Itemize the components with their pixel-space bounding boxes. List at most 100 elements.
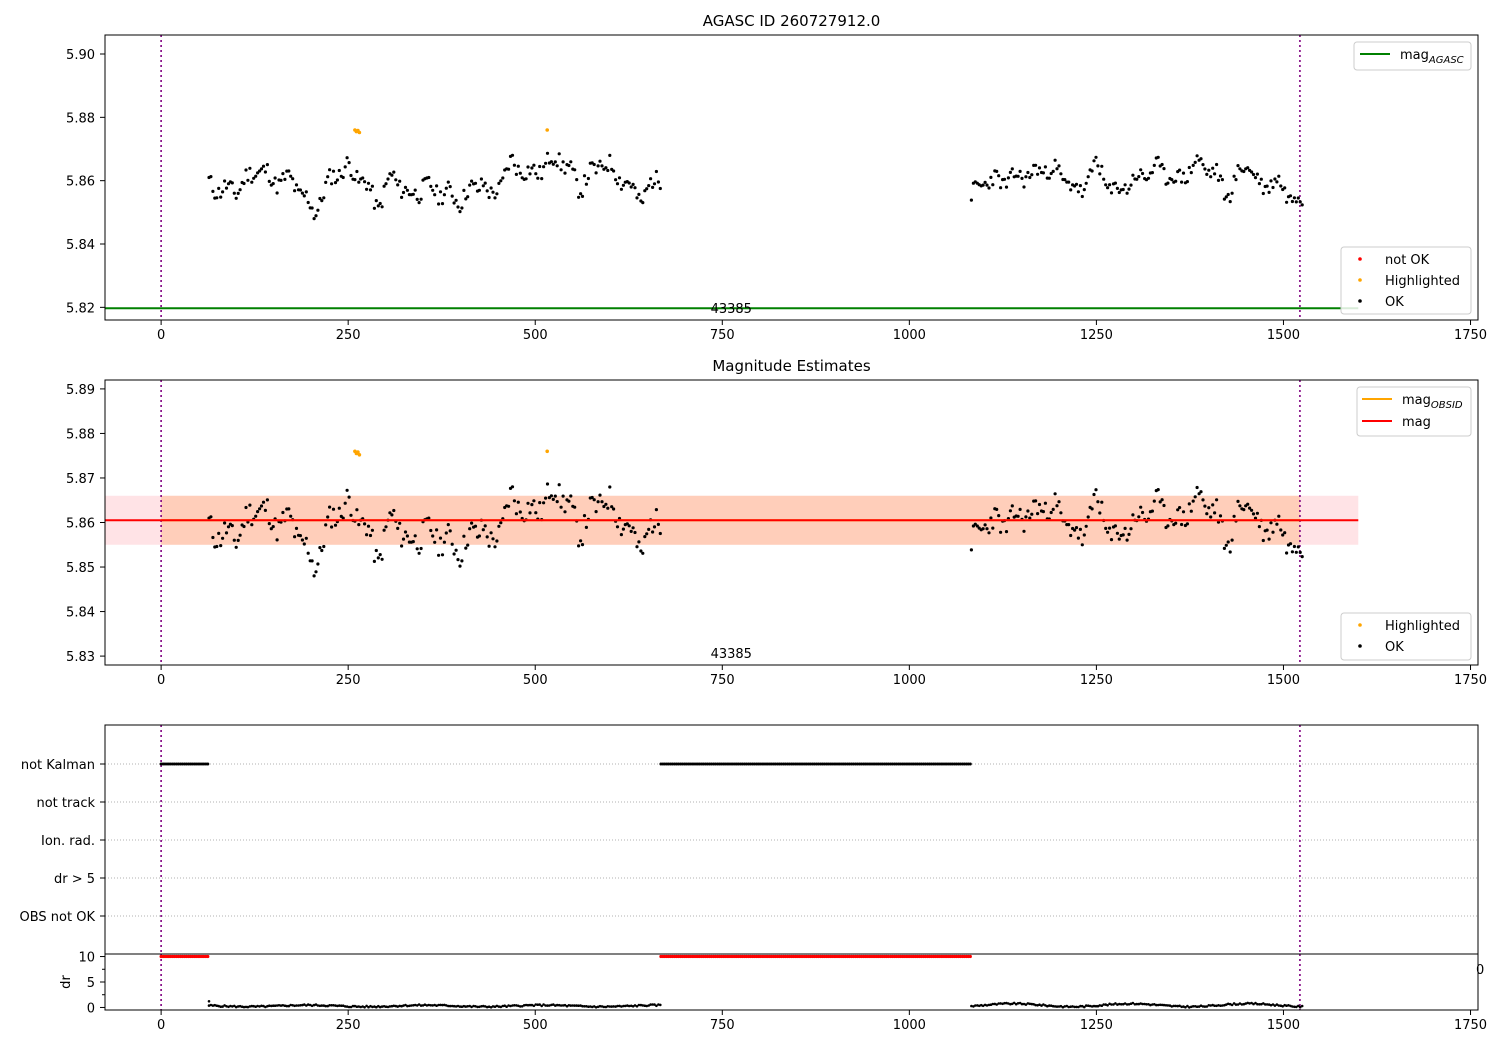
ok-point (1271, 185, 1275, 190)
panel1-xtick-label: 1000 (893, 328, 926, 343)
ok-point (1285, 200, 1289, 204)
ok-point (1191, 163, 1195, 167)
ok-point (1238, 167, 1242, 171)
dr-point (268, 1004, 271, 1007)
ok-point (326, 175, 330, 179)
ok-point (1226, 192, 1230, 197)
ok-point (238, 533, 242, 537)
ok-point (470, 521, 474, 525)
legend-status-2-label: OK (1385, 640, 1404, 655)
ok-point (526, 501, 530, 505)
ok-point (1051, 169, 1055, 173)
dr-point (1007, 1002, 1010, 1005)
ok-point (983, 523, 987, 527)
panel4-xtick-label: 1250 (1080, 1018, 1113, 1033)
panel1-frame (104, 34, 1479, 321)
dr-point (367, 1005, 370, 1009)
ok-point (398, 179, 402, 183)
ok-point (1283, 531, 1287, 535)
ok-point (226, 525, 231, 529)
dr-point (538, 1003, 541, 1006)
ok-point (1275, 180, 1279, 184)
dr-point (419, 1004, 423, 1007)
dr-point (1293, 1005, 1296, 1009)
ok-point (1018, 507, 1022, 511)
panel2-ytick-label: 5.86 (66, 517, 95, 532)
ok-point (487, 195, 491, 200)
dr-point (417, 1003, 421, 1006)
dr-point (1184, 1006, 1187, 1009)
ok-point (1063, 178, 1067, 182)
ok-point (224, 186, 229, 190)
ok-point (1074, 182, 1079, 186)
ok-point (454, 198, 458, 202)
ok-point (1187, 502, 1191, 506)
panel1-xtick-label: 0 (157, 328, 165, 343)
ok-point (544, 496, 548, 500)
ok-point (608, 153, 612, 157)
dr-point (402, 1004, 405, 1007)
ok-point (405, 188, 409, 192)
panel4-plot-area (159, 954, 1304, 1010)
dr-point (1100, 1004, 1104, 1007)
legend-status-label: Highlighted (1385, 274, 1460, 289)
ok-point (499, 179, 503, 183)
dr-point (1226, 1002, 1230, 1006)
dr-point (281, 1004, 285, 1007)
ok-point (401, 190, 406, 195)
ok-point (1242, 169, 1246, 174)
panel1-annotation: 43385 (711, 302, 752, 317)
ok-point (429, 184, 433, 188)
ok-point (1100, 500, 1104, 504)
ok-point (1090, 507, 1094, 511)
ok-point (592, 498, 596, 502)
panel2-ytick-label: 5.85 (66, 561, 95, 576)
ok-point (384, 525, 388, 529)
ok-point (1156, 488, 1160, 492)
dr-point (1291, 1005, 1294, 1008)
ok-point (516, 500, 520, 504)
dr-point (627, 1004, 631, 1008)
ok-point (1222, 197, 1226, 201)
ok-point (1285, 551, 1289, 555)
ok-point (462, 534, 466, 538)
ok-point (1131, 173, 1135, 177)
dr-point (219, 1005, 222, 1008)
dr-point (316, 1004, 320, 1007)
ok-point (394, 178, 398, 182)
ok-point (1275, 522, 1279, 526)
dr-point (270, 1004, 273, 1008)
dr-point (1034, 1003, 1037, 1007)
ok-point (302, 542, 306, 546)
ok-point (374, 199, 378, 203)
ok-point (234, 545, 238, 549)
flag-category-label: Ion. rad. (41, 834, 95, 849)
ok-point (575, 178, 579, 182)
ok-point (437, 553, 441, 557)
ok-point (341, 516, 345, 520)
ok-point (363, 180, 367, 184)
ok-point (1051, 507, 1055, 511)
ok-point (1201, 163, 1205, 167)
ok-point (271, 182, 275, 186)
panel2-ytick-label: 5.84 (66, 606, 95, 621)
ok-point (302, 194, 306, 198)
dr-point (1265, 1003, 1269, 1006)
ok-point (1259, 177, 1263, 181)
ok-point (579, 539, 583, 543)
dr-point (1055, 1005, 1059, 1008)
ok-point (477, 188, 481, 192)
dr-point (340, 1004, 343, 1007)
ok-point (438, 190, 443, 194)
ok-point (293, 535, 297, 539)
ok-point (1296, 196, 1300, 200)
highlighted-point (545, 449, 549, 454)
dr-point (511, 1004, 514, 1007)
flag-category-label: not track (36, 796, 95, 811)
ok-point (413, 188, 417, 192)
ok-point (431, 534, 435, 538)
ok-point (1037, 502, 1042, 507)
ok-point (1067, 523, 1071, 527)
dr-point (583, 1005, 586, 1008)
ok-point (1156, 155, 1160, 159)
